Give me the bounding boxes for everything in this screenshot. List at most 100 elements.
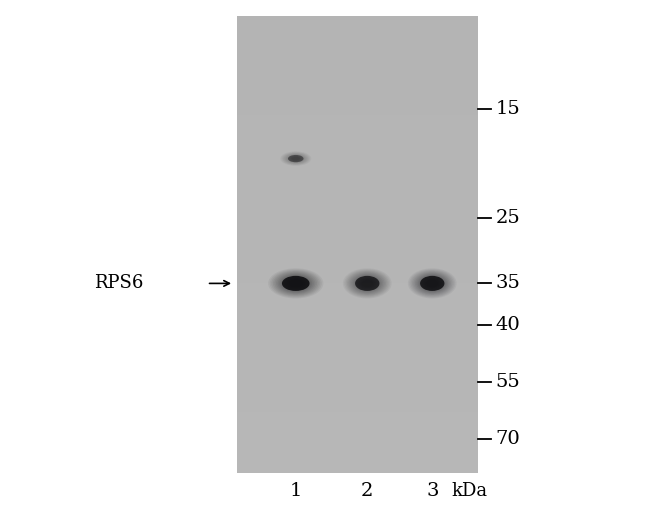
Ellipse shape [353,275,382,292]
Bar [237,427,478,435]
Bar [237,244,478,252]
Ellipse shape [288,155,304,162]
Text: 55: 55 [495,373,520,391]
Ellipse shape [410,269,455,297]
Bar [237,23,478,31]
Ellipse shape [268,268,324,298]
Ellipse shape [278,274,314,293]
Bar [237,275,478,282]
Text: kDa: kDa [452,483,488,500]
Bar [237,405,478,412]
Bar [237,115,478,122]
Ellipse shape [281,275,311,292]
Bar [237,313,478,321]
Bar [237,54,478,61]
Bar [237,336,478,344]
Bar [237,130,478,138]
Bar [237,61,478,69]
Bar [237,290,478,298]
Text: 70: 70 [495,431,520,448]
Bar [237,214,478,222]
Bar [237,84,478,92]
Bar [237,344,478,351]
Ellipse shape [273,271,318,296]
Ellipse shape [359,279,375,288]
Ellipse shape [270,269,322,297]
Ellipse shape [287,279,304,288]
Text: 35: 35 [495,275,520,292]
Bar [237,450,478,458]
Ellipse shape [358,278,376,289]
Text: 25: 25 [495,210,520,227]
Bar [237,389,478,397]
Bar [237,92,478,99]
Ellipse shape [280,275,312,292]
Bar [237,206,478,214]
Ellipse shape [415,272,450,294]
Bar [237,237,478,244]
Ellipse shape [361,280,373,287]
Ellipse shape [354,275,380,292]
Ellipse shape [411,270,454,297]
Bar [237,367,478,374]
Ellipse shape [419,275,445,292]
Bar [237,282,478,290]
Bar [237,153,478,161]
Ellipse shape [348,272,386,295]
Bar [237,458,478,465]
Ellipse shape [271,270,320,297]
Bar [237,382,478,389]
Bar [237,374,478,382]
Bar [237,222,478,229]
Text: RPS6: RPS6 [94,275,143,292]
Ellipse shape [412,271,452,296]
Ellipse shape [283,276,309,291]
Text: 2: 2 [361,483,374,500]
Text: 3: 3 [426,483,439,500]
Bar [237,138,478,145]
Bar [237,267,478,275]
Ellipse shape [284,277,307,290]
Text: 1: 1 [289,483,302,500]
Bar [237,465,478,473]
Bar [237,69,478,76]
Bar [237,31,478,38]
Bar [237,435,478,443]
Bar [237,145,478,153]
Bar [237,298,478,305]
Bar [237,420,478,427]
Bar [237,161,478,168]
Ellipse shape [420,276,445,291]
Bar [237,305,478,313]
Bar [237,16,478,473]
Ellipse shape [350,272,385,294]
Bar [237,99,478,107]
Ellipse shape [282,276,309,291]
Ellipse shape [424,279,440,288]
Bar [237,412,478,420]
Bar [237,328,478,336]
Ellipse shape [423,278,441,289]
Bar [237,443,478,450]
Ellipse shape [413,272,451,295]
Text: 40: 40 [495,316,520,334]
Bar [237,176,478,184]
Ellipse shape [285,278,306,289]
Ellipse shape [274,272,317,295]
Ellipse shape [356,276,379,291]
Bar [237,229,478,237]
Bar [237,199,478,206]
Text: 15: 15 [495,100,520,118]
Bar [237,259,478,267]
Ellipse shape [416,274,448,293]
Bar [237,351,478,359]
Bar [237,191,478,199]
Bar [237,321,478,328]
Bar [237,397,478,405]
Ellipse shape [351,274,383,293]
Bar [237,122,478,130]
Ellipse shape [422,277,443,290]
Ellipse shape [426,280,438,287]
Bar [237,107,478,115]
Bar [237,252,478,259]
